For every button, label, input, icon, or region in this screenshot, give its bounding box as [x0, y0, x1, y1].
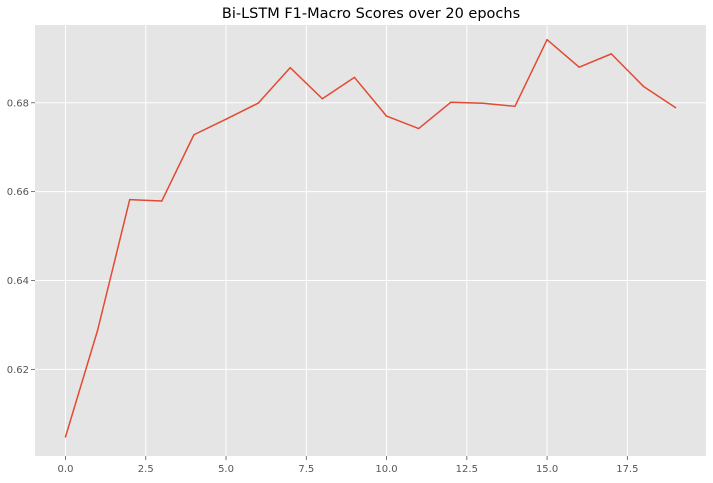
- plot-background: [35, 25, 706, 456]
- y-tick-label: 0.62: [7, 365, 29, 376]
- data-point: [225, 118, 227, 120]
- x-tick-label: 7.5: [298, 464, 314, 475]
- data-point: [353, 76, 356, 79]
- data-point: [257, 102, 259, 104]
- x-tick-label: 2.5: [138, 464, 154, 475]
- x-tick-label: 5.0: [218, 464, 234, 475]
- data-point: [64, 436, 67, 438]
- x-axis: 0.0 2.5 5.0 7.5 10.0 12.5 15.0 17.5: [58, 456, 638, 475]
- y-tick-label: 0.68: [7, 98, 29, 109]
- data-point: [610, 53, 613, 55]
- data-point: [578, 66, 580, 68]
- x-tick-label: 0.0: [58, 464, 74, 475]
- y-tick-label: 0.66: [7, 187, 29, 198]
- data-point: [417, 127, 420, 130]
- y-axis: 0.62 0.64 0.66 0.68: [7, 98, 35, 376]
- data-point: [514, 105, 516, 108]
- data-point: [289, 66, 291, 69]
- data-point: [674, 106, 677, 109]
- data-point: [385, 115, 388, 117]
- x-tick-label: 10.0: [375, 464, 397, 475]
- data-point: [193, 133, 195, 136]
- data-point: [96, 329, 99, 332]
- grid: [35, 25, 706, 456]
- data-point: [482, 102, 484, 104]
- x-tick-label: 17.5: [616, 464, 638, 475]
- data-point: [128, 198, 131, 201]
- chart-title: Bi-LSTM F1-Macro Scores over 20 epochs: [222, 6, 520, 22]
- data-point: [161, 200, 163, 202]
- series-line: [64, 38, 676, 438]
- data-point: [450, 101, 452, 104]
- x-tick-label: 15.0: [536, 464, 558, 475]
- y-tick-label: 0.64: [7, 276, 29, 287]
- data-point: [321, 98, 324, 100]
- series-group: [64, 38, 677, 438]
- x-tick-label: 12.5: [456, 464, 478, 475]
- data-point: [642, 85, 645, 88]
- data-point: [546, 38, 548, 41]
